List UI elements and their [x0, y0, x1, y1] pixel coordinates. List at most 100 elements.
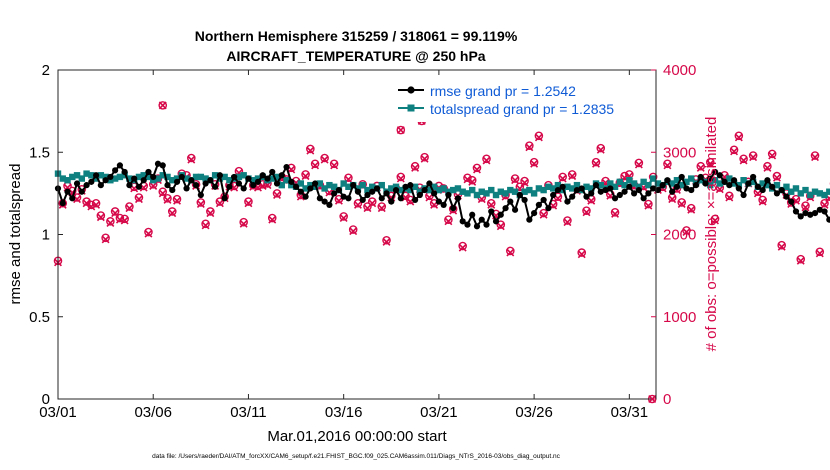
rmse-point [754, 183, 761, 190]
rmse-point [469, 211, 476, 218]
obs-assimilated-point [473, 165, 481, 174]
obs-assimilated-point [511, 176, 520, 185]
totalspread-point [449, 186, 457, 194]
rmse-point [254, 178, 262, 185]
obs-assimilated-point-stroke [468, 177, 477, 186]
obs-possible-point [677, 198, 687, 207]
totalspread-point [526, 186, 533, 194]
rmse-point [502, 205, 509, 212]
totalspread-point [559, 186, 566, 194]
rmse-point [554, 186, 562, 194]
rmse-point [764, 177, 771, 184]
obs-assimilated-point [796, 256, 805, 265]
rmse-point [454, 195, 462, 202]
obs-possible-point [634, 158, 644, 168]
totalspread-point [316, 180, 324, 187]
rmse-point [730, 177, 738, 184]
rmse-point [721, 178, 728, 185]
rmse-point [645, 190, 652, 197]
obs-assimilated-point [801, 203, 810, 212]
totalspread-point [764, 181, 771, 189]
totalspread-point [554, 181, 562, 189]
totalspread-point [173, 175, 181, 182]
totalspread-point [783, 183, 790, 190]
obs-assimilated-point [87, 202, 96, 211]
rmse-point [659, 182, 666, 189]
obs-assimilated-point [777, 242, 786, 251]
totalspread-point [726, 175, 733, 182]
totalspread-point [307, 181, 314, 189]
obs-possible-point [115, 213, 125, 223]
rmse-point [621, 188, 628, 195]
totalspread-point [140, 172, 147, 179]
obs-assimilated-point [420, 154, 429, 163]
rmse-point [69, 195, 76, 202]
rmse-point [550, 191, 557, 199]
obs-assimilated-point [382, 237, 391, 246]
obs-assimilated-point-stroke [592, 159, 600, 168]
obs-assimilated-point [368, 199, 377, 208]
rmse-point [711, 168, 719, 176]
totalspread-point [78, 175, 86, 182]
obs-spike-assimilated [396, 126, 405, 135]
obs-spike-possible [158, 101, 168, 110]
obs-possible-point [582, 206, 591, 215]
totalspread-point [392, 183, 400, 190]
obs-assimilated-point-stroke [758, 197, 767, 206]
obs-possible-point [801, 201, 810, 211]
rmse-point [540, 196, 547, 204]
y-tick-label: 1.5 [29, 144, 50, 161]
obs-assimilated-point [725, 193, 734, 202]
obs-possible-point [106, 217, 115, 226]
obs-possible-point [101, 233, 110, 243]
totalspread-point [302, 185, 309, 192]
obs-assimilated-point-stroke [158, 189, 167, 198]
obs-assimilated-point-stroke [706, 159, 715, 168]
obs-assimilated-point-stroke [749, 153, 758, 162]
obs-possible-point [705, 157, 715, 167]
obs-assimilated-point-stroke [163, 195, 172, 204]
obs-assimilated-point [768, 151, 777, 160]
totalspread-point [64, 177, 71, 184]
obs-assimilated-point-stroke [353, 200, 362, 209]
obs-assimilated-point [634, 160, 643, 169]
obs-possible-point [525, 141, 534, 150]
rmse-point [707, 175, 714, 182]
totalspread-point [388, 185, 395, 192]
y2-tick-label: 1000 [663, 309, 696, 326]
rmse-point [259, 172, 266, 179]
obs-assimilated-point [730, 147, 739, 156]
totalspread-point [440, 185, 447, 192]
plot-area [53, 99, 830, 404]
obs-possible-point [777, 240, 786, 250]
totalspread-point [326, 181, 333, 189]
rmse-point [578, 185, 585, 192]
rmse-point [435, 198, 442, 205]
rmse-point [407, 182, 414, 189]
rmse-point [278, 172, 285, 179]
obs-assimilated-point [820, 200, 829, 209]
obs-assimilated-point-stroke [330, 161, 339, 170]
y-tick-label: 2 [42, 62, 50, 79]
totalspread-point [435, 186, 443, 194]
obs-assimilated-point-stroke [268, 215, 277, 224]
obs-possible-point [367, 197, 377, 206]
obs-assimilated-point-stroke [139, 183, 148, 192]
x-tick-label: 03/11 [230, 404, 266, 421]
totalspread-point [716, 180, 723, 187]
totalspread-point [569, 185, 576, 192]
rmse-point [716, 172, 723, 179]
obs-assimilated-point-stroke [168, 209, 177, 218]
totalspread-point [407, 186, 414, 194]
obs-assimilated-point-stroke [306, 146, 315, 155]
obs-assimilated-point-stroke [325, 188, 334, 197]
rmse-point [373, 185, 381, 192]
rmse-point [773, 190, 781, 197]
totalspread-point [483, 190, 490, 197]
obs-assimilated-point-stroke [301, 172, 310, 181]
obs-assimilated-point-stroke [534, 133, 543, 142]
rmse-point [650, 185, 657, 192]
obs-possible-point [482, 154, 491, 164]
rmse-point [321, 198, 328, 205]
rmse-point [483, 221, 490, 228]
